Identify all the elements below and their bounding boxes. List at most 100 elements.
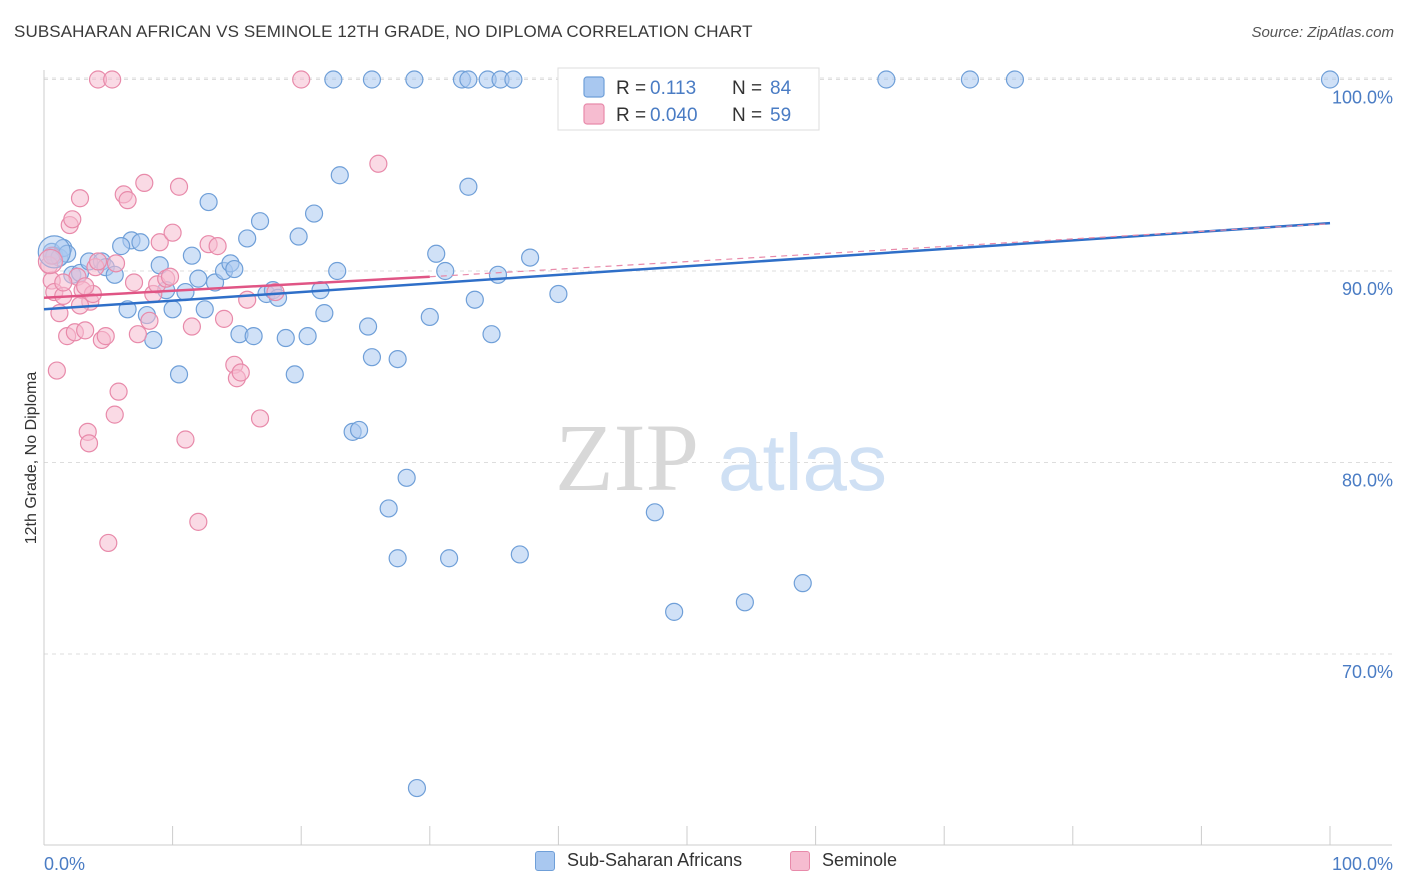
- legend-top-swatch: [583, 103, 605, 125]
- data-point-sub-saharan: [1320, 70, 1340, 89]
- data-point-seminole: [231, 363, 250, 382]
- data-point-seminole: [99, 533, 118, 553]
- data-point-sub-saharan: [405, 70, 424, 89]
- data-point-sub-saharan: [330, 166, 349, 185]
- data-point-sub-saharan: [250, 212, 270, 231]
- points: [37, 70, 1340, 798]
- legend-top: R = 0.113 N = 84 R = 0.040 N = 59: [557, 67, 820, 131]
- data-point-seminole: [70, 189, 90, 208]
- data-point-sub-saharan: [195, 300, 214, 319]
- data-point-sub-saharan: [298, 327, 317, 346]
- data-point-sub-saharan: [407, 778, 427, 798]
- data-point-sub-saharan: [521, 248, 540, 267]
- watermark: ZIP atlas: [555, 404, 887, 511]
- watermark-atlas: atlas: [718, 418, 887, 507]
- data-point-sub-saharan: [289, 227, 308, 246]
- data-point-sub-saharan: [665, 602, 684, 621]
- data-point-sub-saharan: [877, 70, 896, 89]
- data-point-sub-saharan: [1005, 70, 1025, 89]
- y-axis-label: 12th Grade, No Diploma: [23, 371, 40, 545]
- data-point-seminole: [214, 309, 234, 328]
- trend-lines: [43, 221, 1331, 311]
- data-point-seminole: [238, 290, 257, 309]
- data-point-seminole: [79, 434, 99, 453]
- data-point-seminole: [76, 277, 95, 296]
- data-point-sub-saharan: [276, 328, 295, 348]
- x-tick-label-min: 0.0%: [44, 854, 85, 874]
- data-point-seminole: [208, 237, 227, 256]
- legend-r-value: 0.113: [650, 78, 696, 99]
- legend-swatch-blue: [535, 850, 555, 871]
- legend-r-label: R =: [616, 78, 646, 99]
- legend-item-sub-saharan: Sub-Saharan Africans: [535, 850, 742, 871]
- data-point-sub-saharan: [349, 420, 369, 440]
- data-point-sub-saharan: [131, 233, 150, 252]
- data-point-sub-saharan: [488, 265, 508, 284]
- data-point-seminole: [369, 154, 388, 173]
- data-point-sub-saharan: [238, 229, 257, 248]
- watermark-zip: ZIP: [555, 404, 699, 511]
- legend-top-swatch: [583, 76, 605, 98]
- data-point-sub-saharan: [388, 549, 407, 568]
- trend-line-seminole: [43, 275, 430, 300]
- data-point-sub-saharan: [285, 365, 304, 384]
- data-point-seminole: [163, 223, 182, 242]
- y-tick-label: 80.0%: [1342, 471, 1393, 491]
- data-point-sub-saharan: [439, 549, 459, 568]
- data-point-sub-saharan: [362, 70, 382, 89]
- data-point-sub-saharan: [379, 499, 398, 518]
- data-point-seminole: [76, 321, 95, 340]
- axes: [43, 70, 1392, 846]
- data-point-sub-saharan: [225, 259, 244, 279]
- data-point-sub-saharan: [315, 304, 334, 323]
- data-point-seminole: [105, 405, 124, 424]
- data-point-sub-saharan: [960, 70, 980, 89]
- data-point-sub-saharan: [362, 348, 382, 367]
- data-point-seminole: [106, 254, 126, 273]
- data-point-sub-saharan: [397, 468, 416, 487]
- data-point-seminole: [47, 361, 66, 380]
- data-point-seminole: [292, 70, 311, 89]
- x-tick-label-max: 100.0%: [1332, 854, 1393, 874]
- data-point-seminole: [103, 70, 122, 89]
- data-point-sub-saharan: [645, 503, 664, 522]
- data-point-sub-saharan: [169, 365, 189, 384]
- data-point-sub-saharan: [388, 349, 407, 369]
- data-point-sub-saharan: [420, 307, 439, 327]
- legend-swatch-pink: [790, 850, 810, 871]
- data-point-seminole: [96, 327, 115, 346]
- legend-label-sub-saharan: Sub-Saharan Africans: [567, 850, 743, 870]
- legend-r-label: R =: [616, 105, 646, 126]
- y-tick-label: 90.0%: [1342, 279, 1393, 299]
- data-point-seminole: [160, 267, 180, 286]
- data-point-sub-saharan: [504, 70, 523, 89]
- legend-n-value: 84: [770, 78, 792, 99]
- data-point-sub-saharan: [182, 246, 201, 265]
- legend-label-seminole: Seminole: [822, 850, 898, 870]
- data-point-sub-saharan: [244, 327, 263, 346]
- data-point-seminole: [54, 273, 73, 292]
- legend-n-label: N =: [732, 78, 762, 99]
- trend-line-sub-saharan: [43, 221, 1331, 311]
- data-point-sub-saharan: [358, 317, 378, 336]
- data-point-seminole: [109, 382, 128, 401]
- data-point-sub-saharan: [459, 177, 478, 196]
- data-point-seminole: [250, 409, 270, 428]
- chart-title: SUBSAHARAN AFRICAN VS SEMINOLE 12TH GRAD…: [14, 22, 753, 41]
- legend-n-value: 59: [770, 105, 791, 126]
- data-point-seminole: [150, 233, 169, 252]
- data-point-sub-saharan: [465, 290, 484, 309]
- data-point-seminole: [189, 512, 208, 531]
- data-point-seminole-large: [37, 248, 64, 275]
- data-point-sub-saharan: [199, 192, 218, 212]
- data-point-sub-saharan: [549, 284, 568, 304]
- tick-labels: 70.0% 80.0% 90.0% 100.0% 0.0% 100.0%: [44, 88, 1393, 875]
- data-point-sub-saharan: [482, 325, 501, 344]
- data-point-seminole: [128, 325, 147, 344]
- data-point-seminole: [42, 246, 61, 265]
- data-point-sub-saharan: [793, 574, 812, 593]
- data-point-sub-saharan: [436, 261, 455, 281]
- data-point-sub-saharan: [304, 204, 324, 223]
- legend-n-label: N =: [732, 105, 762, 126]
- legend-bottom: Sub-Saharan Africans Seminole: [0, 850, 1406, 880]
